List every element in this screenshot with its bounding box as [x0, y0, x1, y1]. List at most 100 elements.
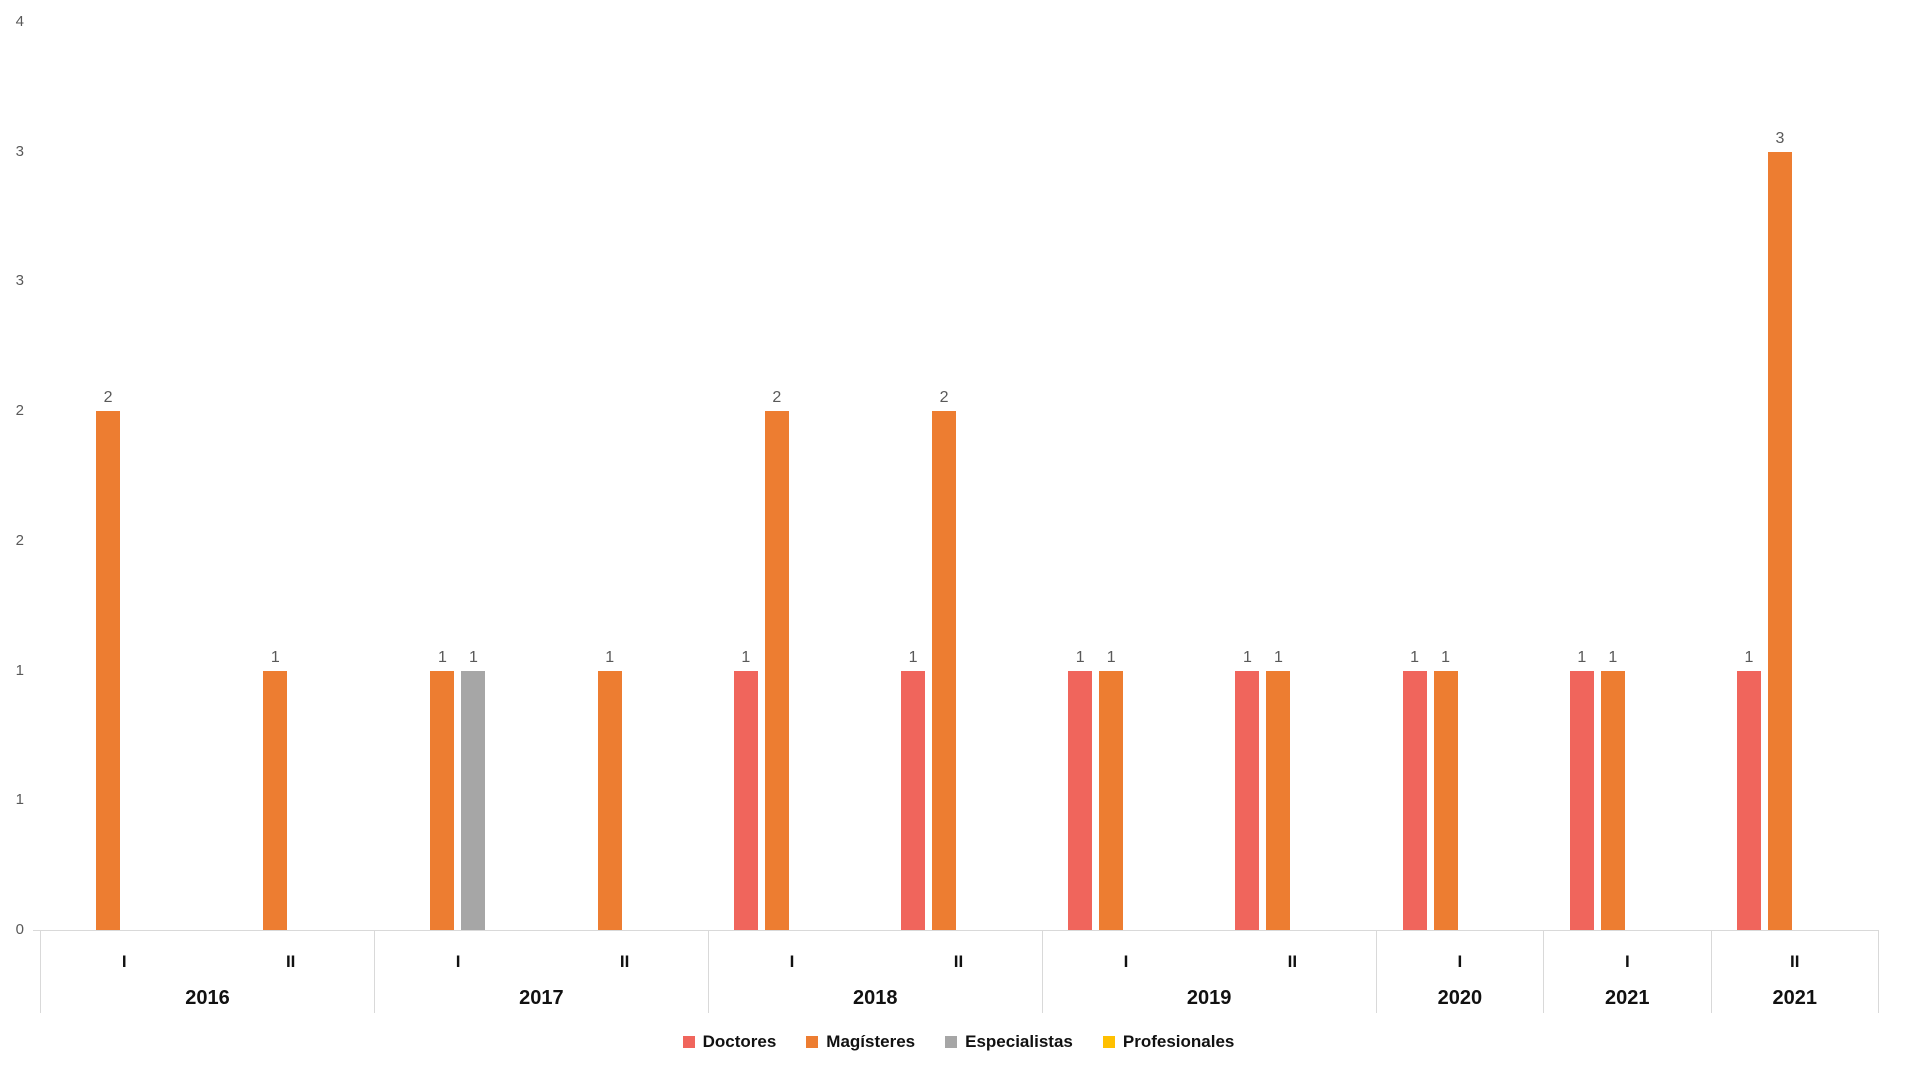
- bar-especialistas: [461, 670, 486, 930]
- y-axis-tick-label: 3: [15, 272, 24, 290]
- bar-value-label: 1: [908, 648, 918, 666]
- bar-slot: 1: [430, 648, 455, 930]
- legend-swatch-especialistas: [945, 1036, 958, 1048]
- y-axis-tick-label: 0: [15, 921, 24, 938]
- bar-value-label: 1: [1106, 648, 1116, 666]
- legend-swatch-doctores: [682, 1036, 695, 1048]
- semester-row: I II: [41, 931, 374, 983]
- year-label: 2021: [1605, 986, 1650, 1009]
- bar-slot: 1: [1569, 648, 1594, 930]
- bar-doctores: [1402, 670, 1427, 930]
- bar-slot: 1: [461, 648, 486, 930]
- bar-value-label: 1: [1744, 648, 1754, 666]
- bar-value-label: 1: [1410, 648, 1420, 666]
- bar-value-label: 1: [1441, 648, 1451, 666]
- semester-label: II: [1790, 952, 1800, 971]
- semester-row: I II: [1043, 931, 1376, 983]
- bar-value-label: 1: [1608, 648, 1618, 666]
- year-group: I II 2019: [1041, 931, 1376, 1013]
- bar-value-label: 1: [1577, 648, 1587, 666]
- semester-label: II: [953, 952, 964, 971]
- semester-row: I II: [375, 931, 708, 983]
- bar-value-label: 1: [605, 648, 615, 666]
- y-axis-tick-label: 4: [15, 12, 24, 30]
- legend-label: Doctores: [702, 1032, 777, 1051]
- bar-slot: 1: [1099, 648, 1124, 930]
- legend: Doctores Magísteres Especialistas Profesion…: [0, 1031, 1917, 1053]
- category-group: 2: [40, 0, 207, 930]
- bar-value-label: 1: [438, 648, 447, 666]
- semester-row: I II: [709, 931, 1042, 983]
- year-label: 2016: [185, 986, 230, 1009]
- bar-slot: 3: [1767, 130, 1792, 930]
- bar-doctores: [1235, 670, 1260, 930]
- bar-slot: 2: [764, 389, 789, 930]
- bar-doctores: [1569, 670, 1594, 930]
- year-label: 2018: [853, 986, 898, 1009]
- bar-magisteres: [1600, 670, 1625, 930]
- category-axis: I II 2016 I II 2017 I II 2018 I II 2019 I 2020 I 2021 II…: [40, 931, 1879, 1013]
- y-axis-tick-label: 3: [15, 142, 24, 160]
- bar-slot: 2: [96, 389, 121, 930]
- y-axis-tick-label: 2: [15, 531, 24, 549]
- semester-row: II: [1712, 931, 1878, 983]
- bar-slot: 1: [733, 648, 758, 930]
- semester-label: I: [1123, 952, 1129, 971]
- bar-slot: 1: [1600, 648, 1625, 930]
- legend-swatch-profesionales: [1102, 1036, 1115, 1048]
- bar-value-label: 1: [741, 648, 751, 666]
- bar-doctores: [1068, 670, 1093, 930]
- y-axis-tick-label: 1: [15, 791, 24, 809]
- semester-label: II: [619, 952, 630, 971]
- semester-label: II: [285, 952, 296, 971]
- bar-slot: 1: [1235, 648, 1260, 930]
- y-axis-tick-label: 1: [15, 661, 24, 679]
- bar-slot: 1: [1266, 649, 1291, 930]
- bar-value-label: 2: [103, 389, 113, 407]
- bar-magisteres: [1266, 670, 1291, 930]
- bar-value-label: 1: [270, 648, 280, 666]
- bar-slot: 1: [1068, 648, 1093, 930]
- category-group: 1: [542, 0, 709, 930]
- bar-slot: 2: [932, 389, 957, 930]
- legend-label: Profesionales: [1122, 1032, 1235, 1051]
- bar-slot: 1: [1433, 648, 1458, 930]
- legend-item: Especialistas: [945, 1031, 1073, 1053]
- bar-doctores: [901, 670, 926, 930]
- legend-item: Magísteres: [806, 1031, 915, 1053]
- year-group: I 2020: [1375, 931, 1543, 1013]
- legend-item: Doctores: [682, 1031, 777, 1053]
- bar-value-label: 1: [1242, 648, 1252, 666]
- bar-slot: 1: [1736, 648, 1761, 930]
- year-group: I II 2017: [373, 931, 708, 1013]
- semester-label: I: [789, 952, 795, 971]
- bar-magisteres: [263, 670, 288, 930]
- bar-slot: 1: [263, 648, 288, 930]
- bar-magisteres: [764, 411, 789, 930]
- bar-magisteres: [1433, 670, 1458, 930]
- year-label: 2021: [1772, 986, 1818, 1009]
- year-group: I II 2016: [40, 931, 374, 1013]
- bar-slot: 1: [901, 648, 926, 930]
- semester-label: I: [121, 952, 127, 971]
- bar-doctores: [733, 670, 758, 930]
- semester-label: II: [1287, 952, 1298, 971]
- bar-doctores: [1736, 670, 1761, 930]
- bar-value-label: 1: [469, 648, 478, 666]
- bar-magisteres: [932, 411, 957, 930]
- bar-slot: 1: [1402, 648, 1427, 930]
- category-group: 1: [207, 0, 374, 930]
- bar-magisteres: [1767, 151, 1792, 930]
- bar-value-label: 1: [1075, 648, 1085, 666]
- year-label: 2020: [1437, 986, 1483, 1009]
- legend-item: Profesionales: [1102, 1031, 1235, 1053]
